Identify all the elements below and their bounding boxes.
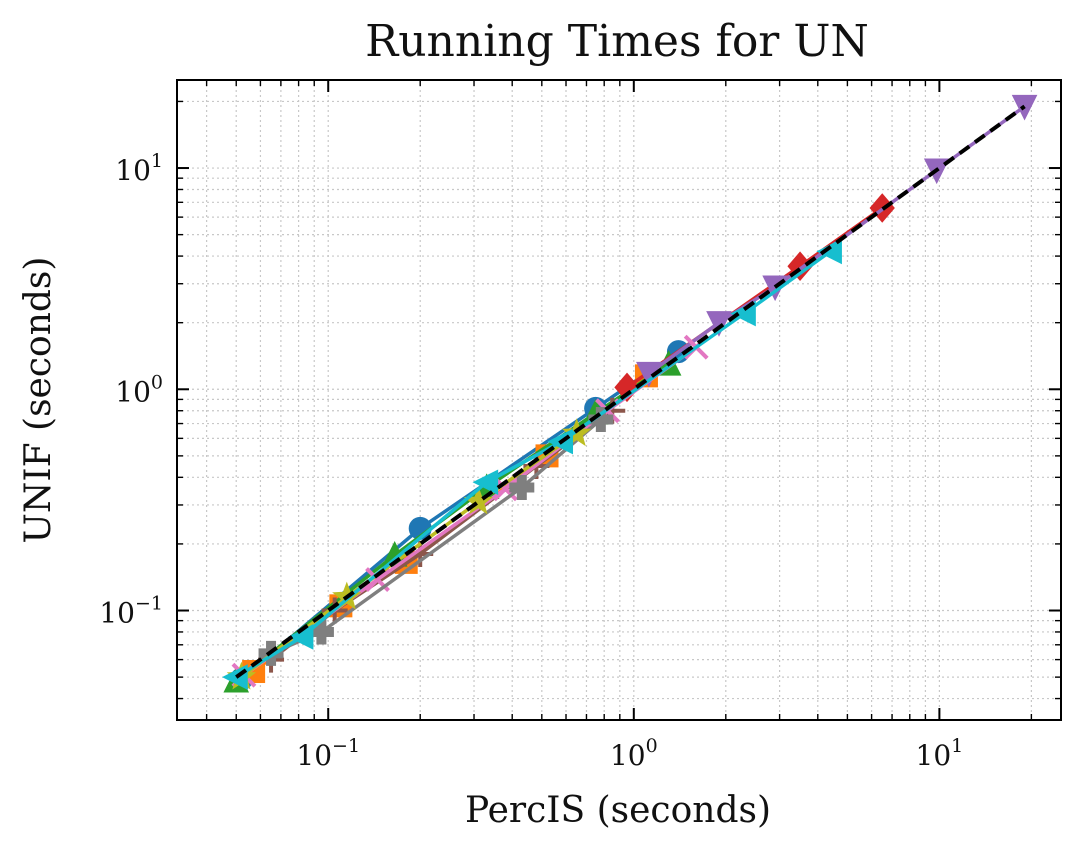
y-tick-label: 100: [115, 371, 163, 408]
data-point: [509, 474, 535, 500]
y-tick-label: 101: [115, 150, 163, 187]
series-10: [222, 238, 842, 690]
grid: [177, 80, 1061, 720]
series-line: [270, 418, 602, 656]
x-axis-label: PercIS (seconds): [465, 790, 771, 831]
y-tick-label: 10−1: [99, 593, 163, 630]
y-axis-label: UNIF (seconds): [18, 257, 59, 544]
reference-line-group: [235, 104, 1026, 679]
x-tick-label: 100: [610, 735, 658, 772]
series-line: [235, 249, 832, 679]
x-tick-label: 101: [916, 735, 964, 772]
data-point: [706, 311, 732, 337]
data-point: [588, 407, 614, 433]
x-tick-label: 10−1: [296, 735, 360, 772]
reference-line: [235, 104, 1026, 679]
chart-title: Running Times for UN: [365, 16, 869, 67]
ticks: 10−1 100 101 10−1 100 101: [99, 80, 1061, 772]
data-point: [472, 469, 499, 496]
series-8: [258, 407, 614, 666]
